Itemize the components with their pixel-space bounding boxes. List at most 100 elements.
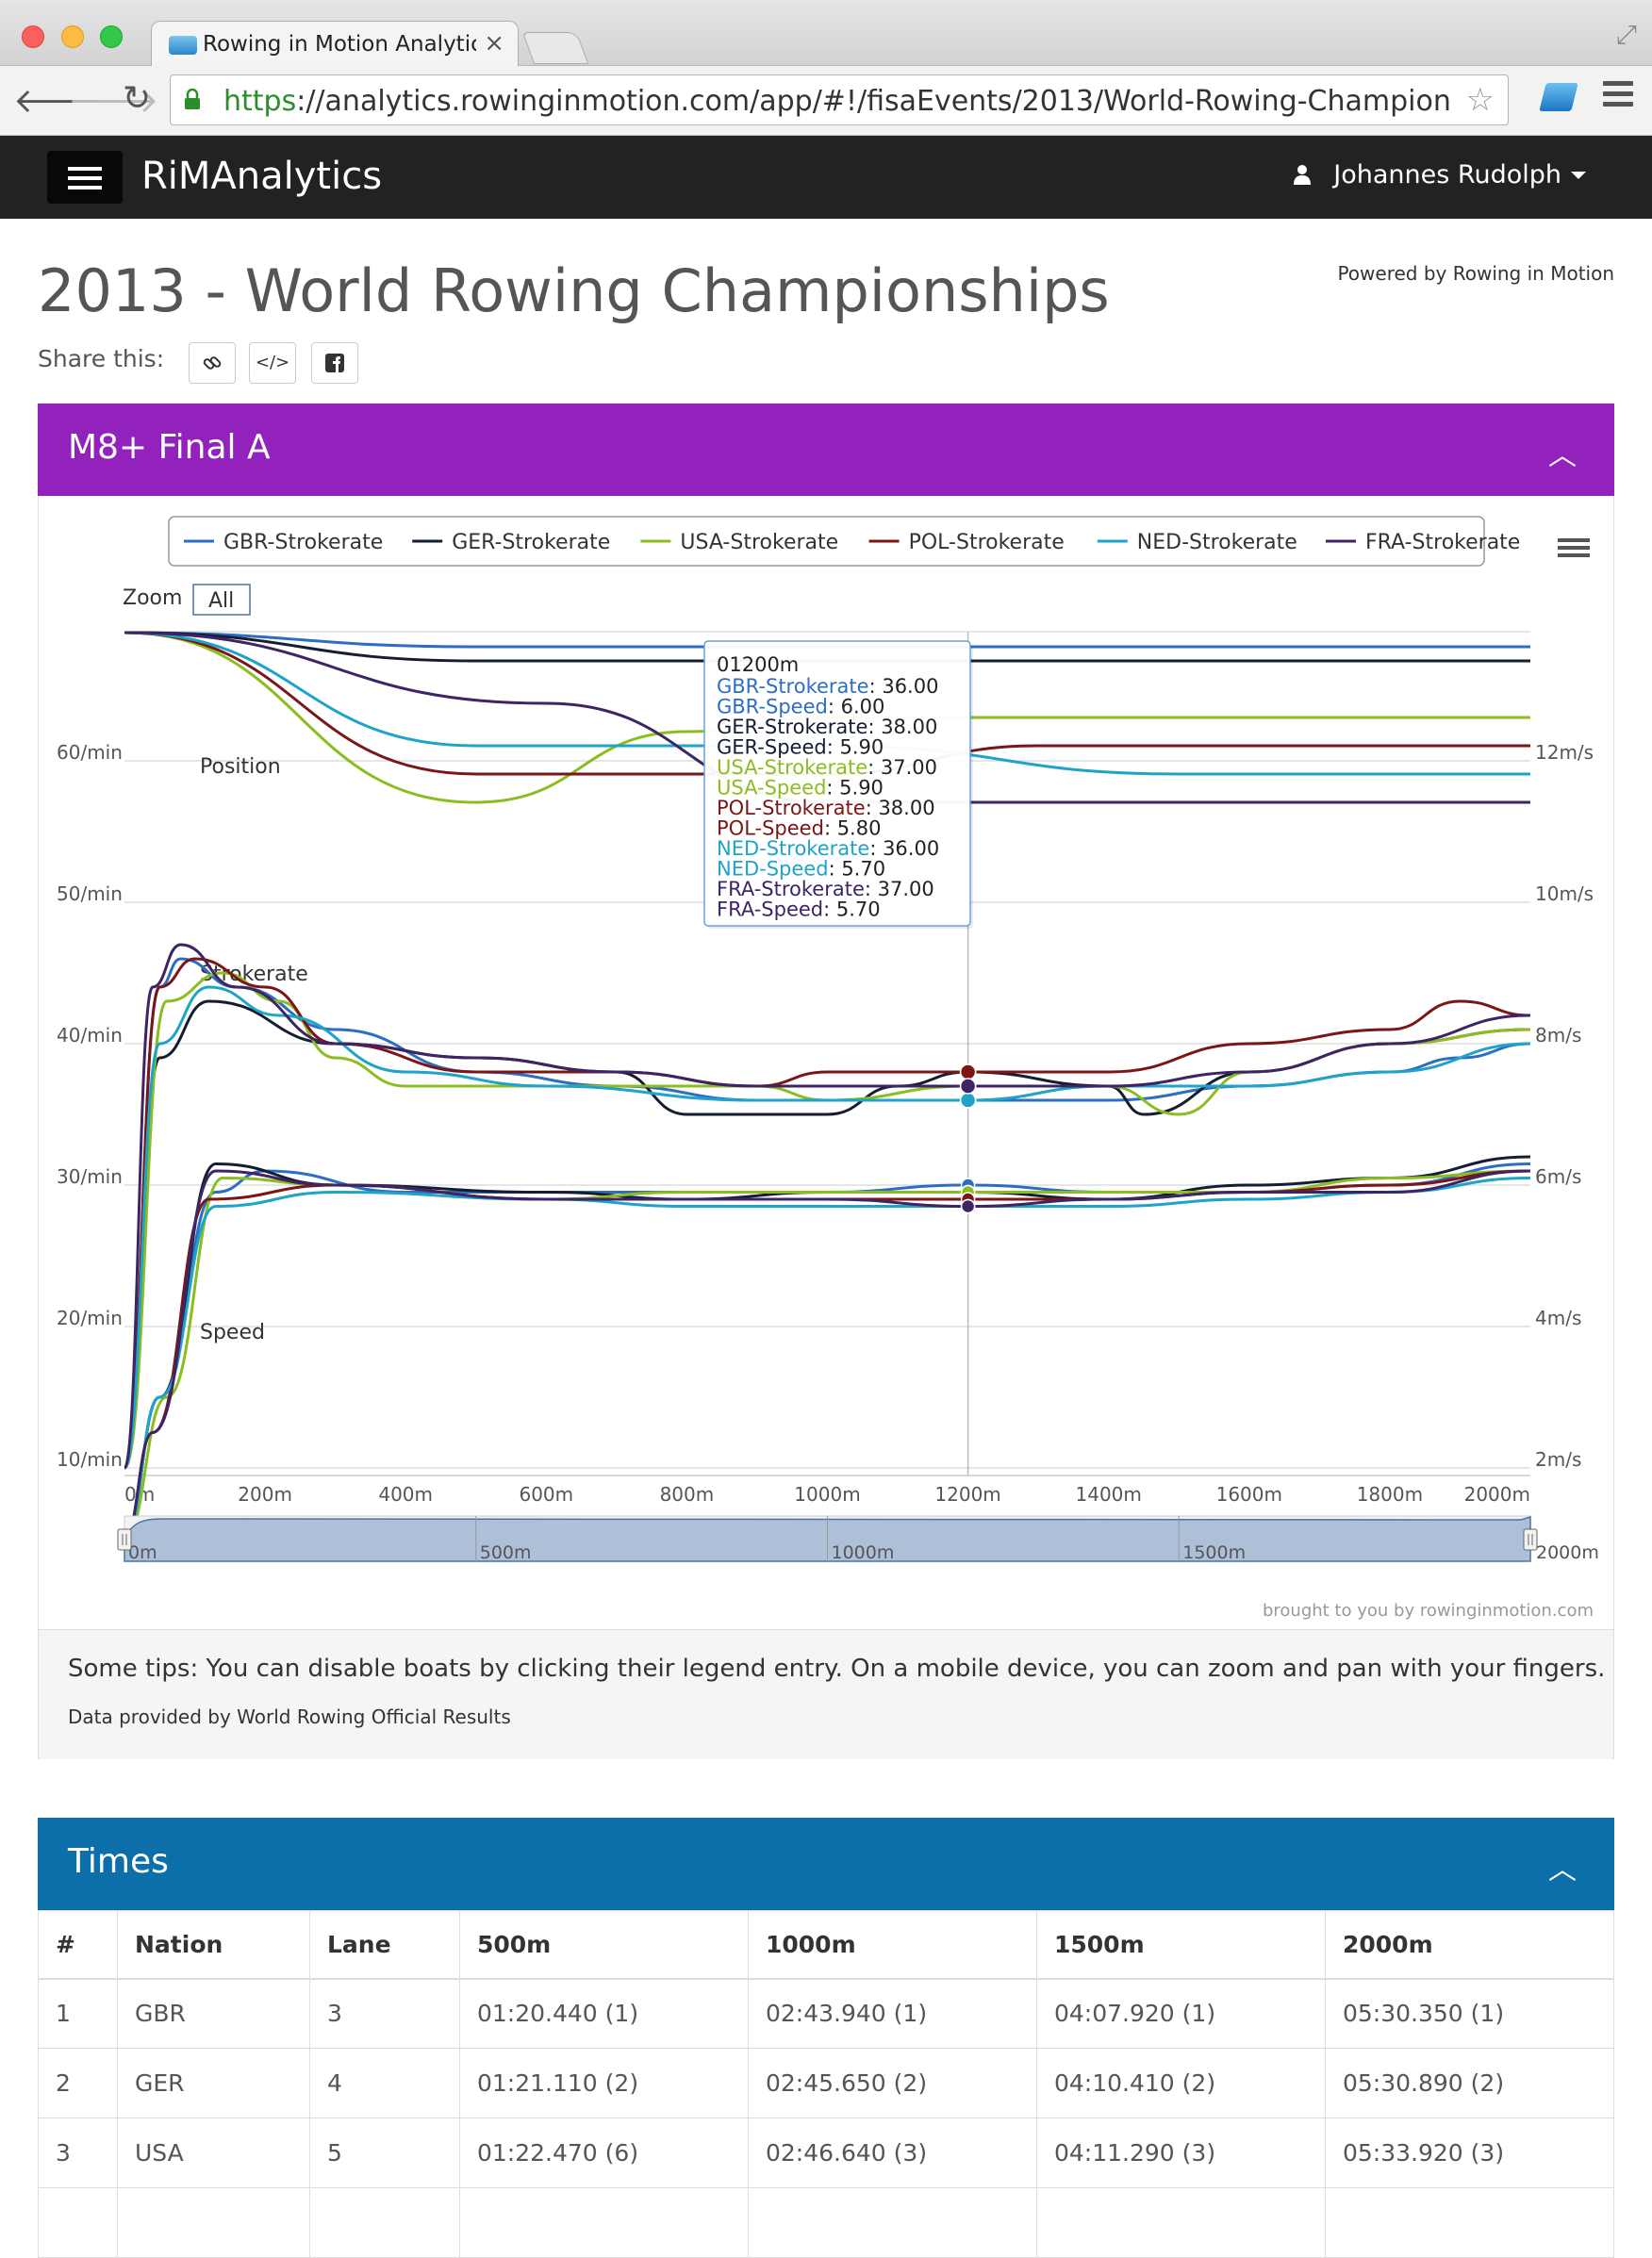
- navigator-tick: 1500m: [1182, 1542, 1246, 1563]
- data-attribution: Data provided by World Rowing Official R…: [68, 1706, 511, 1728]
- chart-menu-icon[interactable]: [1558, 538, 1590, 542]
- link-icon: [203, 356, 222, 370]
- data-prefix: Data provided by: [68, 1706, 231, 1728]
- reload-icon[interactable]: ↻: [123, 79, 152, 118]
- y-right-tick: 10m/s: [1535, 882, 1594, 905]
- brand-prefix: RiM: [141, 155, 211, 198]
- chevron-up-icon[interactable]: ︿: [1548, 1854, 1577, 1887]
- back-icon[interactable]: 🡐: [13, 82, 105, 121]
- table-cell: 02:43.940 (1): [748, 1978, 1037, 2049]
- table-cell: [1036, 2187, 1326, 2258]
- tab-title: Rowing in Motion Analytics: [203, 32, 476, 57]
- user-icon: [1294, 165, 1312, 185]
- brand-suffix: Analytics: [210, 155, 383, 198]
- x-tick: 1400m: [1076, 1483, 1142, 1506]
- table-cell: 02:46.640 (3): [748, 2118, 1037, 2188]
- navigator-handle[interactable]: [117, 1528, 132, 1551]
- times-table: # Nation Lane 500m 1000m 1500m 2000m 1 GBR 3 01:2…: [38, 1910, 1614, 2258]
- series-line-strokerate-usa: [123, 971, 1531, 1470]
- minimize-window-button[interactable]: [61, 25, 84, 48]
- nav-menu-icon[interactable]: [47, 151, 123, 204]
- browser-toolbar: 🡐 🡒 ↻ https://analytics.rowinginmotion.c…: [0, 66, 1652, 136]
- fullscreen-icon[interactable]: ⤢: [1615, 19, 1637, 50]
- section-label-speed: Speed: [200, 1321, 265, 1344]
- x-tick: 1200m: [934, 1483, 1000, 1506]
- chart-menu-icon[interactable]: [1558, 546, 1590, 550]
- navigator-handle[interactable]: [1523, 1528, 1538, 1551]
- user-menu[interactable]: Johannes Rudolph: [1294, 160, 1586, 190]
- strokerate-marker: [959, 1063, 977, 1080]
- data-source-link[interactable]: World Rowing Official Results: [237, 1706, 511, 1728]
- y-right-tick: 8m/s: [1535, 1024, 1581, 1047]
- table-cell: GBR: [117, 1978, 310, 2049]
- table-cell: USA: [117, 2118, 310, 2188]
- zoom-label: Zoom: [123, 586, 182, 610]
- race-chart[interactable]: GBR-Strokerate GER-Strokerate USA-Strokera…: [38, 494, 1614, 1629]
- table-row: 2 GER 4 01:21.110 (2) 02:45.650 (2) 04:10.410…: [38, 2048, 1614, 2118]
- legend-box: [168, 516, 1485, 567]
- browser-menu-icon[interactable]: [1603, 81, 1633, 112]
- share-facebook-button[interactable]: [311, 342, 358, 384]
- series-line-strokerate-ned: [123, 985, 1531, 1470]
- table-row: 3 USA 5 01:22.470 (6) 02:46.640 (3) 04:11.290…: [38, 2118, 1614, 2188]
- times-header-cell: 500m: [459, 1910, 749, 1980]
- race-panel-header[interactable]: M8+ Final A ︿: [38, 404, 1614, 496]
- x-tick: 200m: [238, 1483, 292, 1506]
- table-cell: 01:22.470 (6): [459, 2118, 749, 2188]
- share-link-button[interactable]: [189, 342, 236, 384]
- tips-footer: Some tips: You can disable boats by clic…: [39, 1629, 1613, 1759]
- table-cell: 01:21.110 (2): [459, 2048, 749, 2118]
- chart-credit: brought to you by rowinginmotion.com: [1263, 1601, 1594, 1621]
- zoom-all-button[interactable]: [192, 584, 251, 616]
- browser-tab[interactable]: Rowing in Motion Analytics ×: [151, 21, 519, 68]
- tooltip-row: USA-Strokerate: 37.00: [717, 756, 937, 779]
- brand-logo[interactable]: RiMAnalytics: [141, 155, 382, 198]
- y-right-tick: 4m/s: [1535, 1307, 1581, 1329]
- new-tab-button[interactable]: [521, 32, 589, 64]
- lock-icon: [185, 89, 200, 109]
- legend-item-usa-strokerate[interactable]: USA-Strokerate: [680, 531, 838, 554]
- table-cell: 02:45.650 (2): [748, 2048, 1037, 2118]
- zoom-window-button[interactable]: [100, 25, 123, 48]
- navigator-tick: 0m: [128, 1542, 157, 1563]
- legend-item-gbr-strokerate[interactable]: GBR-Strokerate: [223, 531, 383, 554]
- chevron-up-icon[interactable]: ︿: [1548, 439, 1577, 472]
- table-row: 1 GBR 3 01:20.440 (1) 02:43.940 (1) 04:07.920…: [38, 1978, 1614, 2049]
- y-left-tick: 20/min: [57, 1307, 123, 1329]
- times-header-cell: Nation: [117, 1910, 310, 1980]
- series-line-strokerate-ger: [123, 999, 1531, 1470]
- zoom-all-label: All: [208, 589, 234, 613]
- legend-item-ned-strokerate[interactable]: NED-Strokerate: [1137, 531, 1297, 554]
- table-cell: 2: [38, 2048, 118, 2118]
- legend-item-pol-strokerate[interactable]: POL-Strokerate: [909, 531, 1065, 554]
- table-cell: 1: [38, 1978, 118, 2049]
- table-cell: 4: [309, 2048, 460, 2118]
- share-label: Share this:: [38, 345, 165, 372]
- close-window-button[interactable]: [22, 25, 44, 48]
- share-embed-button[interactable]: </>: [249, 342, 296, 384]
- navigator-tick: 1000m: [832, 1542, 895, 1563]
- table-cell: 04:11.290 (3): [1036, 2118, 1326, 2188]
- forward-icon[interactable]: 🡒: [68, 82, 159, 121]
- bookmark-star-icon[interactable]: ☆: [1465, 81, 1495, 119]
- y-left-tick: 30/min: [57, 1165, 123, 1188]
- table-cell: 05:33.920 (3): [1325, 2118, 1614, 2188]
- table-cell: 05:30.350 (1): [1325, 1978, 1614, 2049]
- series-line-strokerate-fra: [123, 943, 1531, 1470]
- x-tick: 2000m: [1464, 1483, 1530, 1506]
- section-label-position: Position: [200, 755, 281, 779]
- x-tick: 800m: [660, 1483, 715, 1506]
- legend-item-ger-strokerate[interactable]: GER-Strokerate: [452, 531, 610, 554]
- address-bar[interactable]: https://analytics.rowinginmotion.com/app…: [170, 74, 1509, 125]
- strokerate-marker: [959, 1092, 977, 1109]
- series-line-position-usa: [124, 631, 1530, 804]
- times-panel-header[interactable]: Times ︿: [38, 1818, 1614, 1910]
- x-tick: 1000m: [794, 1483, 860, 1506]
- x-tick: 1600m: [1216, 1483, 1282, 1506]
- speed-marker: [960, 1198, 976, 1214]
- extension-icon[interactable]: [1539, 83, 1578, 111]
- x-tick: 400m: [378, 1483, 433, 1506]
- legend-item-fra-strokerate[interactable]: FRA-Strokerate: [1365, 531, 1520, 554]
- chart-menu-icon[interactable]: [1558, 553, 1590, 557]
- tab-close-icon[interactable]: ×: [484, 29, 504, 58]
